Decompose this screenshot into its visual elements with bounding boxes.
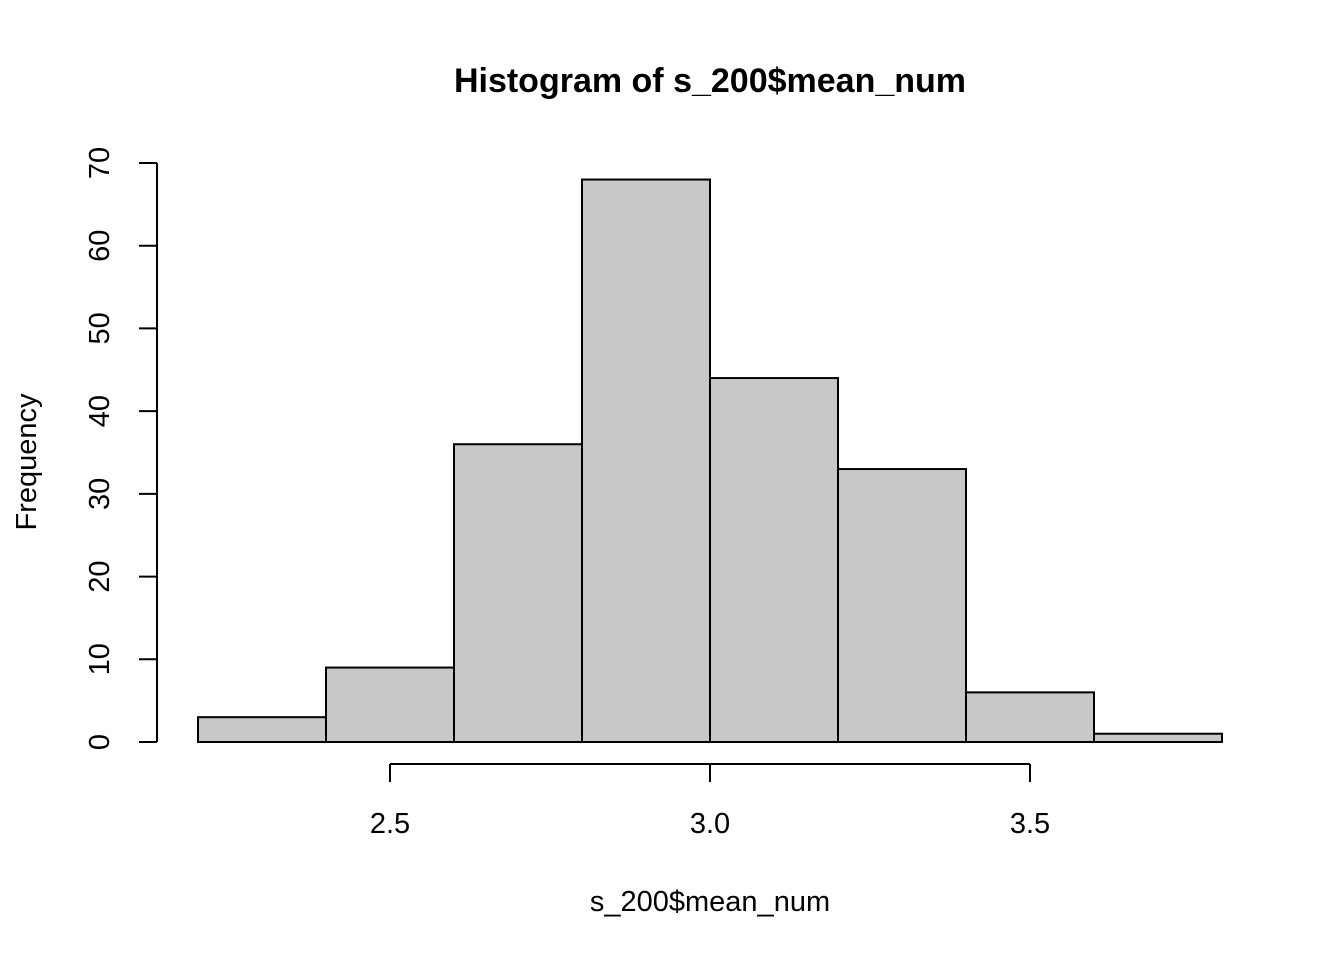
y-tick-label-3: 30 [84, 478, 116, 510]
histogram-bars [197, 178, 1223, 744]
y-tick-label-0: 0 [84, 734, 116, 750]
y-axis-label: Frequency [11, 393, 43, 531]
x-tick-label-0: 2.5 [370, 808, 410, 840]
histogram-bar-0 [197, 716, 327, 744]
histogram-bar-6 [965, 691, 1095, 743]
histogram-bar-4 [709, 377, 839, 743]
y-tick-label-1: 10 [84, 643, 116, 675]
histogram-bar-1 [325, 666, 455, 743]
histogram-bar-3 [581, 178, 711, 744]
x-tick-label-2: 3.5 [1010, 808, 1050, 840]
histogram-bar-7 [1093, 732, 1223, 744]
y-tick-label-6: 60 [84, 230, 116, 262]
histogram-bar-5 [837, 468, 967, 743]
y-tick-label-4: 40 [84, 395, 116, 427]
x-axis-label: s_200$mean_num [590, 886, 830, 918]
y-tick-label-5: 50 [84, 312, 116, 344]
x-tick-label-1: 3.0 [690, 808, 730, 840]
y-axis: 0 10 20 30 40 50 60 70 [84, 147, 158, 750]
x-axis: 2.5 3.0 3.5 [370, 763, 1050, 840]
histogram-bar-2 [453, 443, 583, 743]
y-tick-label-2: 20 [84, 560, 116, 592]
chart-title: Histogram of s_200$mean_num [454, 62, 966, 100]
y-tick-label-7: 70 [84, 147, 116, 179]
